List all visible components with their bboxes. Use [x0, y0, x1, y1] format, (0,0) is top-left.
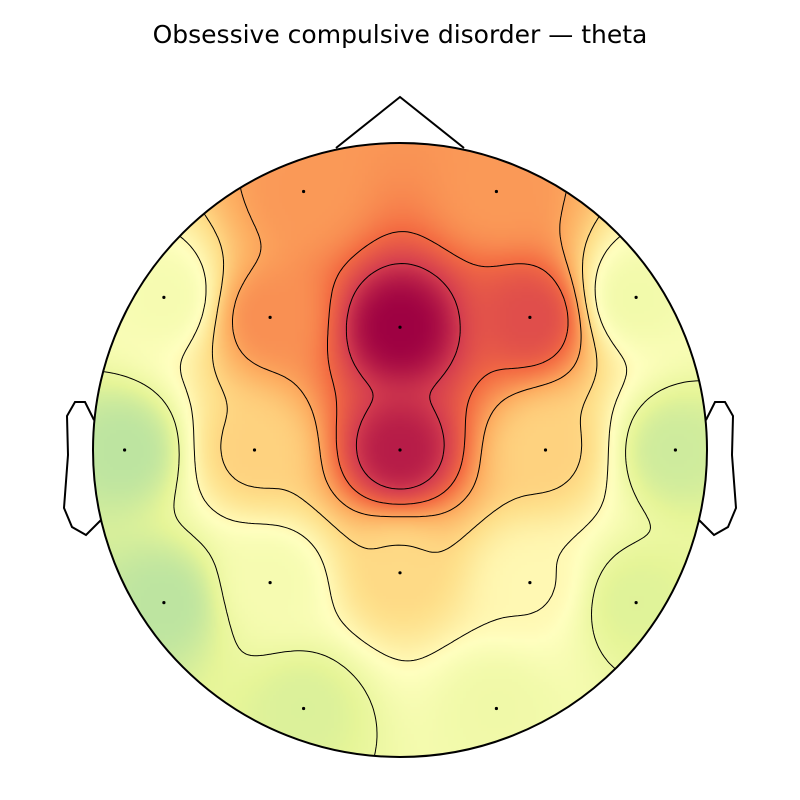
head-circle	[92, 142, 708, 758]
sensor-point-3	[162, 295, 166, 299]
sensor-point-8	[123, 448, 127, 452]
sensor-point-11	[543, 448, 548, 452]
left-ear-outline	[62, 401, 102, 537]
sensor-point-4	[268, 315, 272, 319]
head-outline	[62, 95, 738, 758]
sensor-markers	[123, 189, 678, 711]
sensor-point-2	[494, 189, 498, 194]
right-ear-outline	[698, 401, 738, 537]
sensor-point-14	[268, 581, 272, 585]
sensor-point-17	[634, 601, 638, 605]
chart-title: Obsessive compulsive disorder — theta	[152, 20, 648, 49]
sensor-point-15	[398, 571, 402, 575]
contour-line-6	[345, 263, 461, 490]
sensor-point-19	[494, 706, 498, 711]
sensor-point-13	[162, 601, 166, 605]
contour-line-5	[327, 231, 569, 505]
nose-outline	[335, 95, 465, 149]
sensor-point-1	[302, 189, 306, 194]
sensor-point-5	[398, 325, 402, 329]
sensor-point-6	[528, 315, 532, 319]
sensor-point-10	[398, 448, 402, 452]
sensor-point-12	[673, 448, 678, 452]
sensor-point-9	[252, 448, 257, 452]
sensor-point-16	[528, 581, 532, 585]
sensor-point-7	[634, 295, 638, 299]
sensor-point-18	[302, 706, 306, 711]
